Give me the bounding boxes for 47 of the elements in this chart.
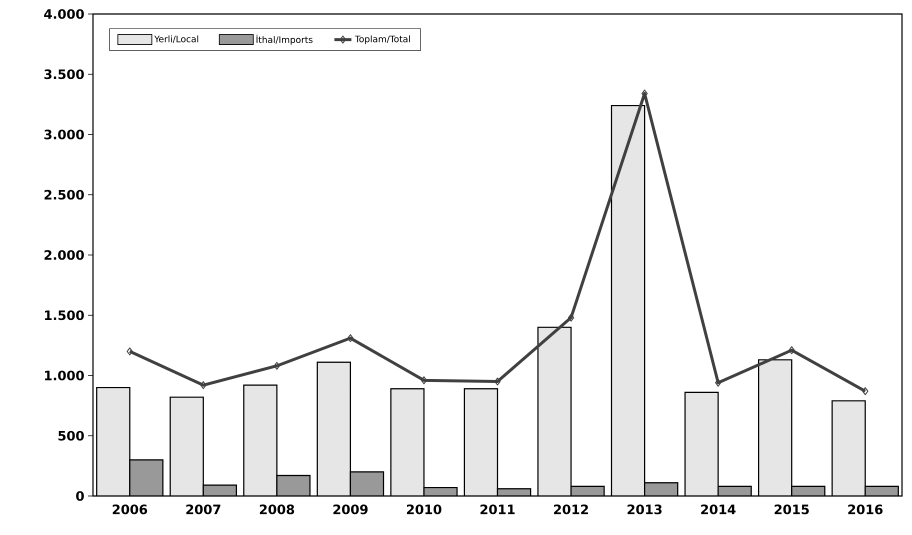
y-tick-label: 0 [76, 491, 84, 501]
x-tick-label: 2007 [186, 504, 220, 514]
bar [464, 388, 498, 496]
bar [538, 327, 572, 496]
point [347, 334, 354, 342]
legend-label: Toplam/Total [354, 35, 410, 44]
y-tick-label: 4.000 [44, 9, 84, 19]
point [788, 346, 795, 354]
bar [170, 397, 204, 496]
bar [130, 460, 163, 496]
y-tick-label: 2.500 [44, 190, 84, 200]
legend-label: Yerli/Local [154, 35, 198, 44]
bar [612, 106, 645, 496]
bar [758, 360, 792, 496]
point [274, 362, 280, 370]
x-tick-label: 2006 [112, 504, 148, 514]
x-tick-label: 2016 [848, 504, 883, 514]
point [568, 314, 574, 322]
y-tick-label: 2.000 [44, 250, 84, 260]
x-tick-label: 2011 [480, 504, 515, 514]
x-tick-label: 2015 [774, 504, 809, 514]
y-tick-label: 3.500 [44, 69, 84, 80]
bar [685, 392, 718, 496]
bar [390, 388, 424, 496]
x-tick-label: 2010 [406, 504, 442, 514]
point [126, 347, 133, 356]
bar [96, 388, 130, 496]
point [200, 381, 206, 390]
bar [276, 476, 310, 496]
y-tick-label: 1.000 [45, 370, 84, 380]
x-tick-label: 2013 [628, 504, 662, 514]
bar [832, 400, 866, 496]
bar [350, 472, 384, 496]
point [494, 378, 501, 386]
point [420, 376, 428, 384]
x-tick-label: 2012 [554, 504, 588, 514]
x-tick-label: 2014 [701, 504, 736, 514]
point [862, 387, 868, 396]
y-tick-label: 3.000 [44, 130, 84, 140]
y-tick-label: 1.500 [45, 310, 84, 320]
bar [317, 362, 350, 496]
legend-label: İthal/Imports [256, 34, 313, 45]
x-tick-label: 2009 [333, 504, 368, 514]
bar [244, 385, 277, 496]
y-tick-label: 500 [58, 430, 84, 441]
point [715, 378, 722, 387]
x-tick-label: 2008 [260, 504, 294, 514]
